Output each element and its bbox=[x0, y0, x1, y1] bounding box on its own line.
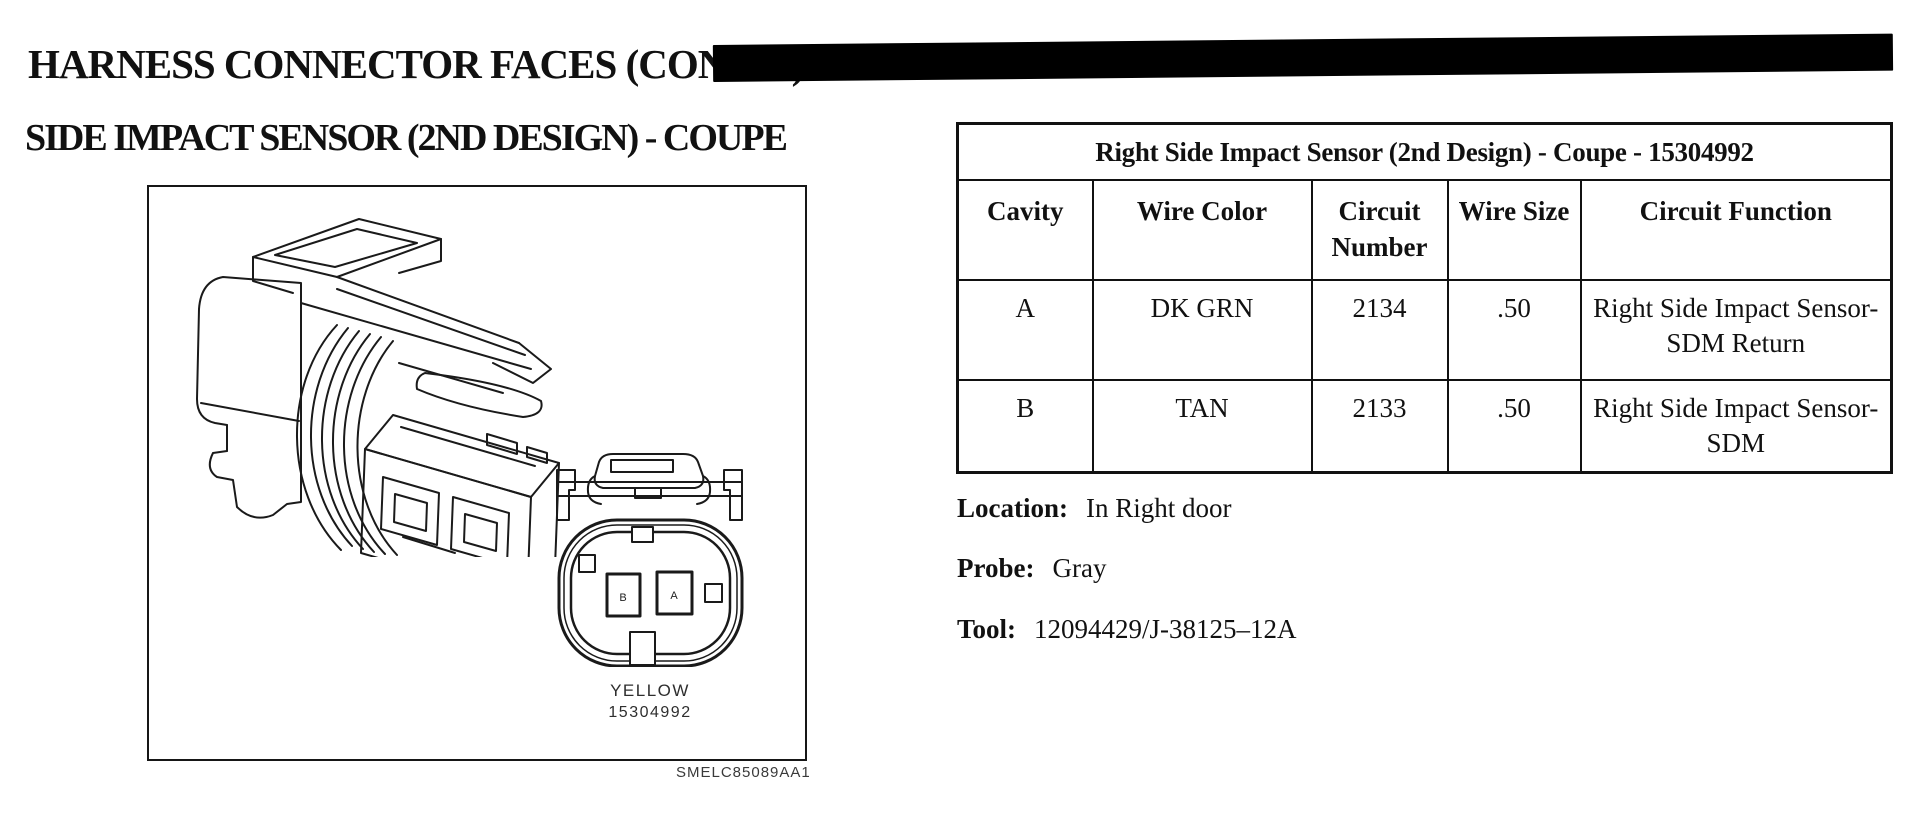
connector-face-drawing: B A bbox=[556, 453, 744, 667]
wire-size-cell: .50 bbox=[1446, 379, 1582, 474]
table-header-row: Cavity Wire Color Circuit Number Wire Si… bbox=[956, 179, 1893, 281]
column-header-circuit-number: Circuit Number bbox=[1310, 179, 1449, 281]
circuit-function-cell: Right Side Impact Sensor-SDM Return bbox=[1579, 279, 1893, 381]
tool-label: Tool: bbox=[957, 614, 1017, 644]
connector-figure-panel: B A YELLOW 15304992 bbox=[147, 185, 807, 761]
tool-value: 12094429/J-38125–12A bbox=[1034, 614, 1297, 644]
table-title-row: Right Side Impact Sensor (2nd Design) - … bbox=[956, 122, 1893, 181]
wire-color-cell: DK GRN bbox=[1091, 279, 1313, 381]
connector-part-number: 15304992 bbox=[608, 704, 692, 721]
table-row: B TAN 2133 .50 Right Side Impact Sensor-… bbox=[956, 379, 1893, 474]
terminal-a-label: A bbox=[670, 590, 678, 602]
column-header-circuit-function: Circuit Function bbox=[1579, 179, 1893, 281]
table-row: A DK GRN 2134 .50 Right Side Impact Sens… bbox=[956, 279, 1893, 381]
circuit-function-cell: Right Side Impact Sensor-SDM bbox=[1579, 379, 1893, 474]
wire-color-cell: TAN bbox=[1091, 379, 1313, 474]
connector-3d-drawing bbox=[196, 218, 560, 557]
section-title: SIDE IMPACT SENSOR (2ND DESIGN) - COUPE bbox=[25, 117, 788, 159]
column-header-wire-size: Wire Size bbox=[1446, 179, 1582, 281]
redaction-bar bbox=[712, 33, 1894, 82]
terminal-b-label: B bbox=[619, 592, 626, 604]
tool-row: Tool: 12094429/J-38125–12A bbox=[957, 614, 1297, 645]
circuit-number-cell: 2133 bbox=[1310, 379, 1449, 474]
probe-row: Probe: Gray bbox=[957, 553, 1106, 584]
cavity-cell: A bbox=[956, 279, 1094, 381]
probe-label: Probe: bbox=[957, 553, 1035, 583]
column-header-cavity: Cavity bbox=[956, 179, 1094, 281]
cavity-cell: B bbox=[956, 379, 1094, 474]
column-header-wire-color: Wire Color bbox=[1091, 179, 1313, 281]
page-title: HARNESS CONNECTOR FACES (CONT'D) bbox=[28, 41, 805, 87]
location-label: Location: bbox=[957, 493, 1068, 523]
probe-value: Gray bbox=[1052, 553, 1107, 583]
wire-size-cell: .50 bbox=[1446, 279, 1582, 381]
wiring-table: Right Side Impact Sensor (2nd Design) - … bbox=[956, 122, 1894, 474]
connector-color-label: YELLOW bbox=[610, 681, 690, 700]
table-title: Right Side Impact Sensor (2nd Design) - … bbox=[956, 122, 1893, 181]
circuit-number-cell: 2134 bbox=[1310, 279, 1449, 381]
figure-code: SMELC85089AA1 bbox=[676, 764, 811, 781]
location-row: Location: In Right door bbox=[957, 493, 1232, 524]
location-value: In Right door bbox=[1086, 493, 1232, 523]
